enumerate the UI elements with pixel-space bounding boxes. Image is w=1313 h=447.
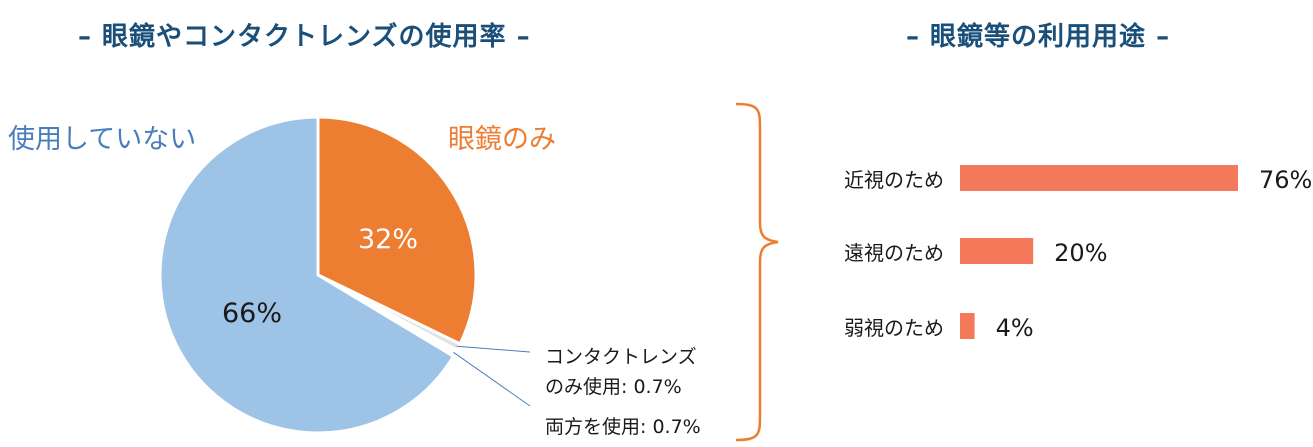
pie-label-contact-only-line1: コンタクトレンズ <box>545 346 697 368</box>
bar-category-amblyopia: 弱視のため <box>844 316 944 340</box>
pie-label-not-using: 使用していない <box>8 124 196 155</box>
bar-chart: 近視のため 76% 遠視のため 20% 弱視のため 4% <box>844 165 1312 342</box>
pie-chart <box>158 115 478 435</box>
bar-amblyopia <box>960 313 975 339</box>
pie-chart-title: – 眼鏡やコンタクトレンズの使用率 – <box>78 22 531 52</box>
pie-slice-not-using <box>158 115 455 435</box>
pie-slice-glasses-only <box>316 115 478 346</box>
pie-value-not-using: 66% <box>222 298 282 329</box>
pie-label-contact-only-line2: のみ使用: 0.7% <box>545 376 682 398</box>
bar-chart-title: – 眼鏡等の利用用途 – <box>906 22 1171 52</box>
bar-value-myopia: 76% <box>1259 166 1312 194</box>
leader-line-both <box>453 351 531 407</box>
bar-value-amblyopia: 4% <box>996 314 1034 342</box>
bar-myopia <box>960 165 1238 191</box>
pie-value-glasses-only: 32% <box>358 224 418 255</box>
bar-category-hyperopia: 遠視のため <box>844 241 944 265</box>
curly-bracket <box>735 102 779 442</box>
leader-line-contact-only <box>456 345 531 353</box>
bar-category-myopia: 近視のため <box>844 168 944 192</box>
bar-value-hyperopia: 20% <box>1054 239 1107 267</box>
bar-hyperopia <box>960 238 1034 264</box>
pie-label-glasses-only: 眼鏡のみ <box>448 124 556 155</box>
pie-label-both: 両方を使用: 0.7% <box>545 416 701 438</box>
